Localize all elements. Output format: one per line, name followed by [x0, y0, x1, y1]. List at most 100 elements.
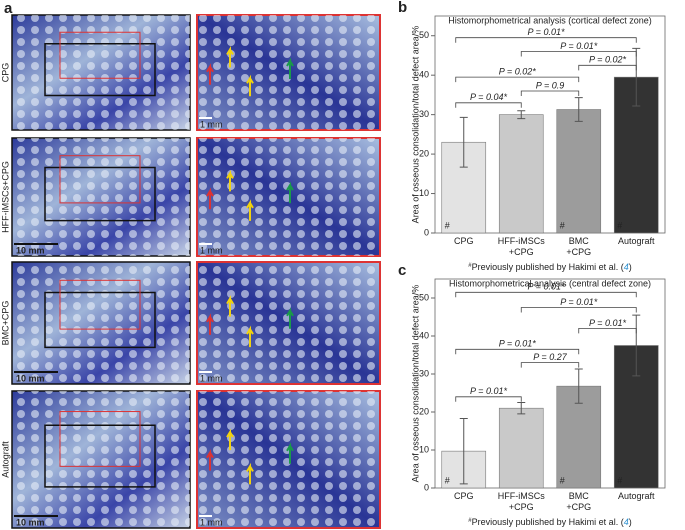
y-tick-label: 40: [419, 330, 429, 340]
error-bar: [574, 97, 583, 122]
p-value: P = 0.01*: [560, 297, 597, 307]
arrow: [286, 181, 294, 204]
significance-bracket: [455, 291, 637, 298]
scale-label: 1 mm: [200, 517, 223, 527]
arrow: [246, 199, 254, 221]
bar: [498, 407, 544, 489]
zoom-box: [59, 31, 141, 79]
y-tick-label: 0: [424, 227, 429, 237]
arrow: [226, 428, 234, 451]
bar: [556, 109, 602, 234]
texture: [197, 262, 380, 384]
arrow: [286, 57, 294, 79]
scale-label: 1 mm: [200, 373, 223, 383]
footnote-part: 4: [624, 517, 629, 527]
zoom-box: [44, 291, 156, 349]
significance-bracket: [520, 362, 580, 368]
hash-mark: #: [445, 475, 450, 485]
zoom-box: [44, 424, 156, 488]
p-value: P = 0.01*: [589, 318, 626, 328]
texture: [12, 391, 190, 528]
x-tick-label: HFF-iMSCs +CPG: [498, 491, 545, 512]
significance-bracket: [455, 102, 522, 108]
error-bar: [517, 402, 526, 415]
panel-label: c: [398, 262, 406, 279]
arrow: [226, 169, 234, 192]
arrow: [206, 313, 214, 335]
panel-label: a: [4, 0, 13, 17]
y-tick-label: 10: [419, 444, 429, 454]
significance-bracket: [455, 396, 522, 402]
zoom-box: [59, 279, 141, 330]
error-bar: [632, 314, 641, 377]
zoom-box: [59, 155, 141, 204]
arrow: [206, 187, 214, 210]
y-tick-label: 40: [419, 70, 429, 80]
p-value: P = 0.01*: [528, 27, 565, 37]
hash-mark: #: [560, 220, 565, 230]
y-tick-label: 50: [419, 30, 429, 40]
scale-label: 1 mm: [200, 119, 223, 129]
x-tick-label: BMC +CPG: [566, 491, 591, 512]
panel-label: b: [398, 0, 407, 16]
texture: [12, 262, 190, 384]
footnote-part: Previously published by Hakimi et al. (: [472, 262, 624, 272]
p-value: P = 0.01*: [470, 386, 507, 396]
bar: [498, 114, 544, 234]
x-tick-label: Autograft: [618, 491, 655, 501]
arrow: [286, 307, 294, 329]
row-label: CPG: [0, 63, 10, 83]
y-tick-label: 30: [419, 109, 429, 119]
arrow: [246, 74, 254, 97]
p-value: P = 0.02*: [499, 67, 536, 77]
significance-bracket: [578, 64, 637, 71]
p-value: P = 0.9: [536, 80, 564, 90]
error-bar: [574, 368, 583, 404]
footnote-part: Previously published by Hakimi et al. (: [472, 517, 624, 527]
arrow: [226, 294, 234, 317]
p-value: P = 0.01*: [560, 41, 597, 51]
plot-frame: [434, 278, 666, 489]
significance-bracket: [520, 51, 637, 57]
arrow: [246, 462, 254, 485]
significance-bracket: [455, 37, 637, 43]
zoom-box: [59, 411, 141, 467]
error-bar: [632, 47, 641, 107]
footnote-part: ): [629, 517, 632, 527]
y-tick-label: 20: [419, 406, 429, 416]
hash-mark: #: [445, 220, 450, 230]
arrow: [206, 449, 214, 471]
y-tick-label: 30: [419, 368, 429, 378]
zoom-box: [44, 43, 156, 97]
scale-label: 10 mm: [16, 373, 45, 383]
significance-bracket: [578, 328, 637, 334]
arrow: [206, 63, 214, 85]
scale-label: 1 mm: [200, 245, 223, 255]
p-value: P = 0.04*: [470, 92, 507, 102]
hash-mark: #: [560, 475, 565, 485]
arrow: [246, 325, 254, 348]
footnote-part: ): [629, 262, 632, 272]
y-axis-label: Area of osseous consolidation/total defe…: [410, 26, 420, 224]
y-tick-label: 10: [419, 188, 429, 198]
texture: [12, 138, 190, 256]
x-tick-label: CPG: [454, 491, 474, 501]
p-value: P = 0.27: [533, 352, 567, 362]
significance-bracket: [455, 348, 580, 355]
scale-label: 10 mm: [16, 245, 45, 255]
texture: [197, 15, 380, 130]
plot-frame: [434, 15, 666, 234]
error-bar: [517, 110, 526, 120]
row-label: BMC+CPG: [0, 301, 10, 346]
footnote-part: #: [468, 263, 472, 269]
p-value: P = 0.01*: [528, 282, 565, 292]
x-tick-label: BMC +CPG: [566, 236, 591, 257]
y-axis-label: Area of osseous consolidation/total defe…: [410, 285, 420, 483]
chart-title: Histomorphometrical analysis (central de…: [449, 278, 651, 288]
chart-title: Histomorphometrical analysis (cortical d…: [448, 15, 652, 25]
error-bar: [459, 417, 468, 485]
p-value: P = 0.01*: [499, 339, 536, 349]
hash-mark: #: [617, 475, 622, 485]
x-tick-label: CPG: [454, 236, 474, 246]
